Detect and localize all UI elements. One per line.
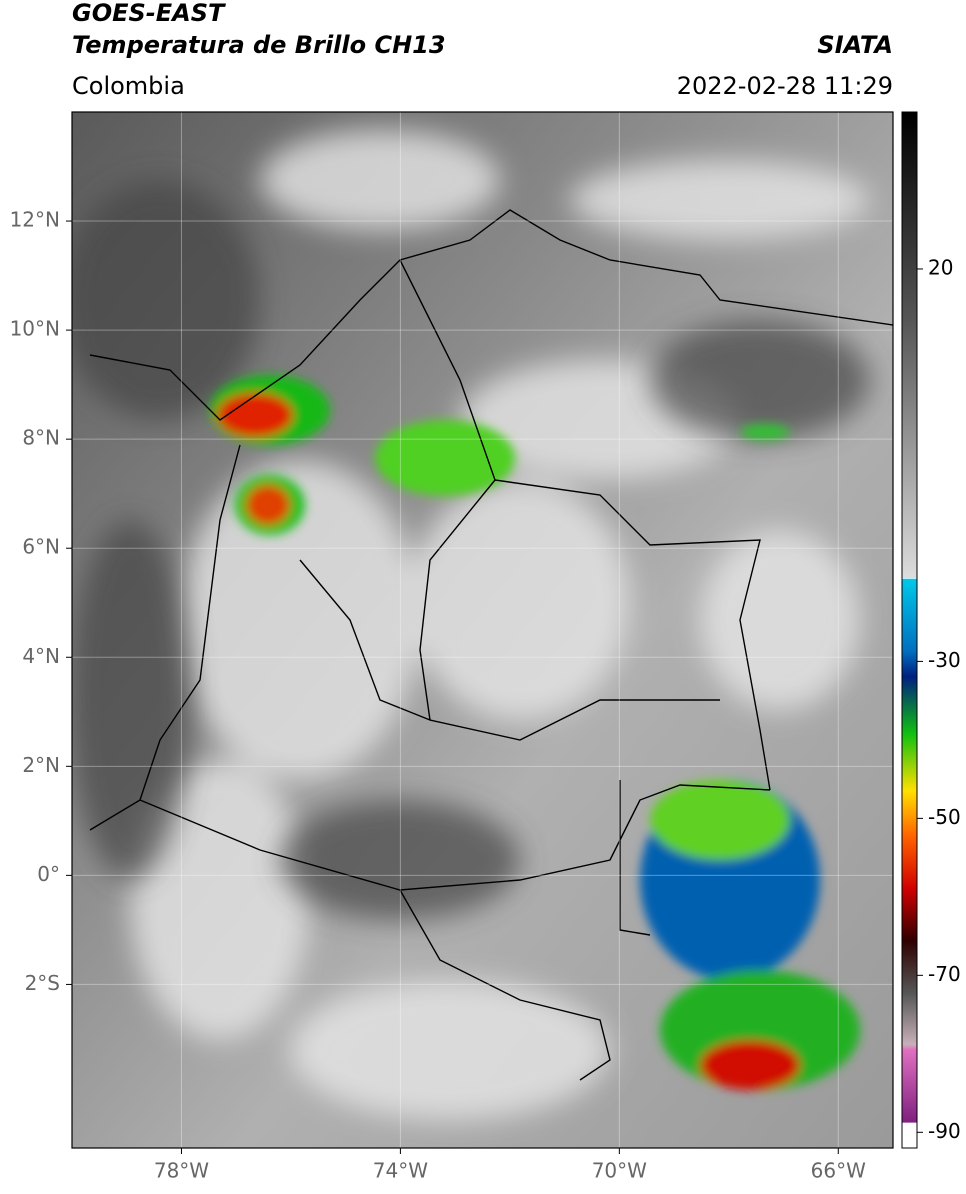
y-tick-label: 0° [37, 862, 60, 886]
y-tick-label: 8°N [22, 426, 60, 450]
satellite-image [72, 112, 893, 1148]
x-tick-label: 70°W [592, 1159, 647, 1183]
subtitle: Temperatura de Brillo CH13 [72, 31, 446, 59]
source: SIATA [817, 31, 893, 59]
colorbar-tick-label: -70 [928, 962, 961, 986]
title: GOES-EAST [72, 0, 226, 27]
y-tick-label: 2°N [22, 753, 60, 777]
map-frame [71, 111, 894, 1149]
y-tick-label: 2°S [25, 971, 60, 995]
grid [72, 112, 893, 1148]
y-tick-label: 4°N [22, 644, 60, 668]
colorbar-tick-label: -30 [928, 648, 961, 672]
colorbar-tick-label: 20 [928, 255, 953, 279]
colorbar-tick-label: -90 [928, 1119, 961, 1143]
y-tick-label: 6°N [22, 535, 60, 559]
colorbar-tick-label: -50 [928, 805, 961, 829]
x-tick-label: 74°W [373, 1159, 428, 1183]
y-tick-label: 12°N [10, 208, 60, 232]
x-tick-label: 66°W [811, 1159, 866, 1183]
x-tick-label: 78°W [154, 1159, 209, 1183]
timestamp: 2022-02-28 11:29 [677, 72, 893, 100]
y-tick-label: 10°N [10, 317, 60, 341]
colorbar [901, 111, 918, 1149]
region: Colombia [72, 72, 185, 100]
